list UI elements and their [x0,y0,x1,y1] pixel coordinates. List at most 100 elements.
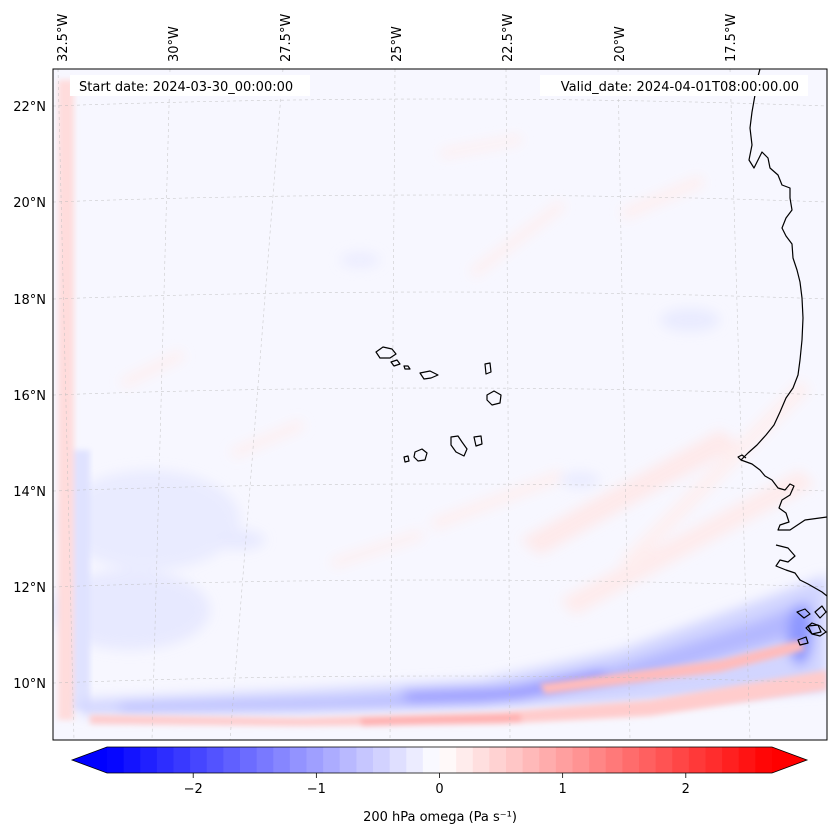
brava-island [403,455,410,463]
colorbar-cell [755,747,773,773]
lon-label: 22.5°W [501,14,516,62]
omega-positive-streak [470,200,565,278]
longitude-labels: 32.5°W 30°W 27.5°W 25°W 22.5°W 20°W 17.5… [56,14,739,62]
colorbar-cell [123,747,141,773]
graticule-meridian [505,69,511,740]
graticule-meridian [151,69,171,740]
colorbar-tick-label: −1 [307,782,326,797]
santo-antao-island [375,346,397,359]
omega-positive-streak [120,350,185,388]
graticule-parallel [53,291,827,300]
colorbar-cell [506,747,524,773]
graticule-meridian [229,69,284,740]
colorbar-cell [107,747,125,773]
colorbar-cell [688,747,707,773]
omega-boundary-negative-strip [74,450,90,710]
lat-label: 22°N [13,100,46,115]
omega-positive-streak [440,135,522,158]
colorbar-cell [439,747,457,773]
omega-negative-patch [660,308,720,332]
omega-positive-streak [520,430,740,555]
colorbar-cell [389,747,407,773]
lon-label: 17.5°W [724,14,739,62]
sao-nicolau-island [419,370,439,380]
africa-coastline [740,69,827,531]
colorbar-cell [539,747,557,773]
maio-island [473,435,483,447]
colorbar-low-extension [72,747,107,773]
omega-negative-patch [215,530,265,550]
colorbar-cell [289,747,308,773]
omega-positive-streak [430,470,565,530]
dakar-peninsula [737,454,747,461]
colorbar-cell [256,747,274,773]
colorbar-cell [140,747,158,773]
guinea-bissau-coastline [775,544,827,597]
omega-southern-positive-core [360,714,522,726]
graticule-parallel [53,98,827,107]
colorbar-cell [472,747,490,773]
colorbar-cell [522,747,540,773]
colorbar-cell [406,747,424,773]
colorbar-outline [70,746,809,774]
colorbar-cell [672,747,690,773]
colorbar-cell [639,747,657,773]
graticule-meridian [389,69,396,740]
colorbar-cell [622,747,640,773]
graticule-parallel [53,387,827,396]
lon-label: 27.5°W [279,14,294,62]
guinea-coastline [805,622,827,637]
fogo-island [413,448,428,462]
colorbar-ticks: −2 −1 0 1 2 [184,773,690,797]
graticule-parallel [53,483,827,492]
graticule-meridian [57,69,75,740]
graticule [53,69,827,740]
graticule-meridian [729,69,751,740]
lat-label: 14°N [13,485,46,500]
colorbar-cell [589,747,607,773]
graticule-parallel [53,579,827,588]
colorbar-cell [356,747,374,773]
colorbar-cell [206,747,224,773]
colorbar-cell [572,747,590,773]
graticule-parallel [53,675,827,684]
colorbar-cell [190,747,208,773]
colorbar-tick-label: 1 [559,782,567,797]
omega-southern-negative-band-core [120,600,815,712]
sao-vicente-island [390,359,401,367]
valid-date-label: Valid_date: 2024-04-01T08:00:00.00 [561,80,799,95]
start-date-box [70,75,310,96]
valid-date-box [540,75,808,96]
colorbar-cell [373,747,391,773]
colorbar-tick-label: 2 [682,782,690,797]
latitude-labels: 22°N 20°N 18°N 16°N 14°N 12°N 10°N [13,100,46,692]
colorbar-cell [655,747,673,773]
colorbar-cells [107,747,773,773]
lat-label: 16°N [13,389,46,404]
omega-negative-patch [60,470,240,570]
omega-negative-patch [340,252,380,268]
colorbar-cell [555,747,574,773]
colorbar-high-extension [772,747,807,773]
colorbar-cell [705,747,723,773]
colorbar-cell [173,747,191,773]
lon-label: 25°W [390,26,405,62]
lat-label: 12°N [13,581,46,596]
omega-negative-patch [560,472,600,488]
colorbar-label: 200 hPa omega (Pa s⁻¹) [363,810,517,825]
santiago-island [450,435,468,457]
colorbar-cell [722,747,740,773]
sal-island [484,362,492,375]
colorbar-cell [240,747,258,773]
omega-southern-positive-core [540,640,805,694]
coastlines [375,69,827,646]
map-frame [52,68,828,741]
guinea-bissau-islands [796,605,827,646]
lat-label: 10°N [13,677,46,692]
colorbar-cell [339,747,357,773]
colorbar-tick-label: 0 [435,782,443,797]
santa-luzia-island [403,365,411,370]
graticule-parallel [53,194,827,203]
colorbar-cell [306,747,324,773]
